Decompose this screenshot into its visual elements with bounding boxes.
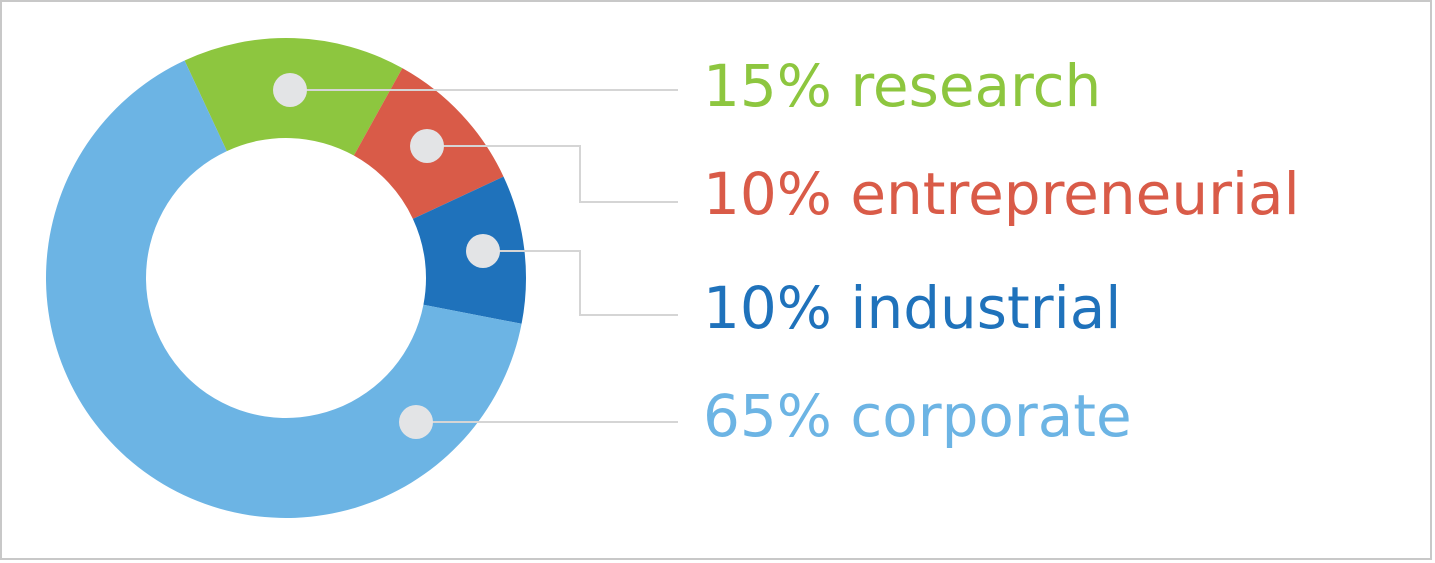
- value-label: 10%: [703, 274, 832, 342]
- category-label: industrial: [850, 274, 1121, 342]
- slice-label: 10% entrepreneurial: [703, 160, 1300, 228]
- label-dot: [410, 129, 444, 163]
- label-dot: [273, 73, 307, 107]
- leader-line: [427, 145, 678, 203]
- category-label: corporate: [850, 382, 1131, 450]
- leader-line: [483, 250, 678, 316]
- slice-label: 10% industrial: [703, 274, 1121, 342]
- value-label: 10%: [703, 160, 832, 228]
- slice-label: 65% corporate: [703, 382, 1132, 450]
- label-dot: [399, 405, 433, 439]
- slice-label: 15% research: [703, 52, 1101, 120]
- value-label: 65%: [703, 382, 832, 450]
- value-label: 15%: [703, 52, 832, 120]
- slice: [45, 60, 522, 518]
- label-dot: [466, 234, 500, 268]
- category-label: entrepreneurial: [850, 160, 1299, 228]
- category-label: research: [850, 52, 1101, 120]
